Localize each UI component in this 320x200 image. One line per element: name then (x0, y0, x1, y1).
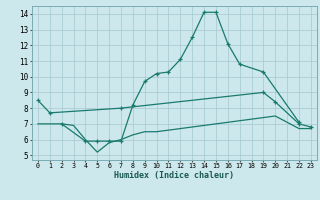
X-axis label: Humidex (Indice chaleur): Humidex (Indice chaleur) (115, 171, 234, 180)
